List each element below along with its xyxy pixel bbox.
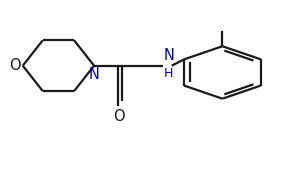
Text: H: H <box>164 67 173 80</box>
Text: N: N <box>164 48 175 63</box>
Text: N: N <box>89 67 100 82</box>
Text: O: O <box>113 109 125 124</box>
Text: O: O <box>9 58 20 73</box>
